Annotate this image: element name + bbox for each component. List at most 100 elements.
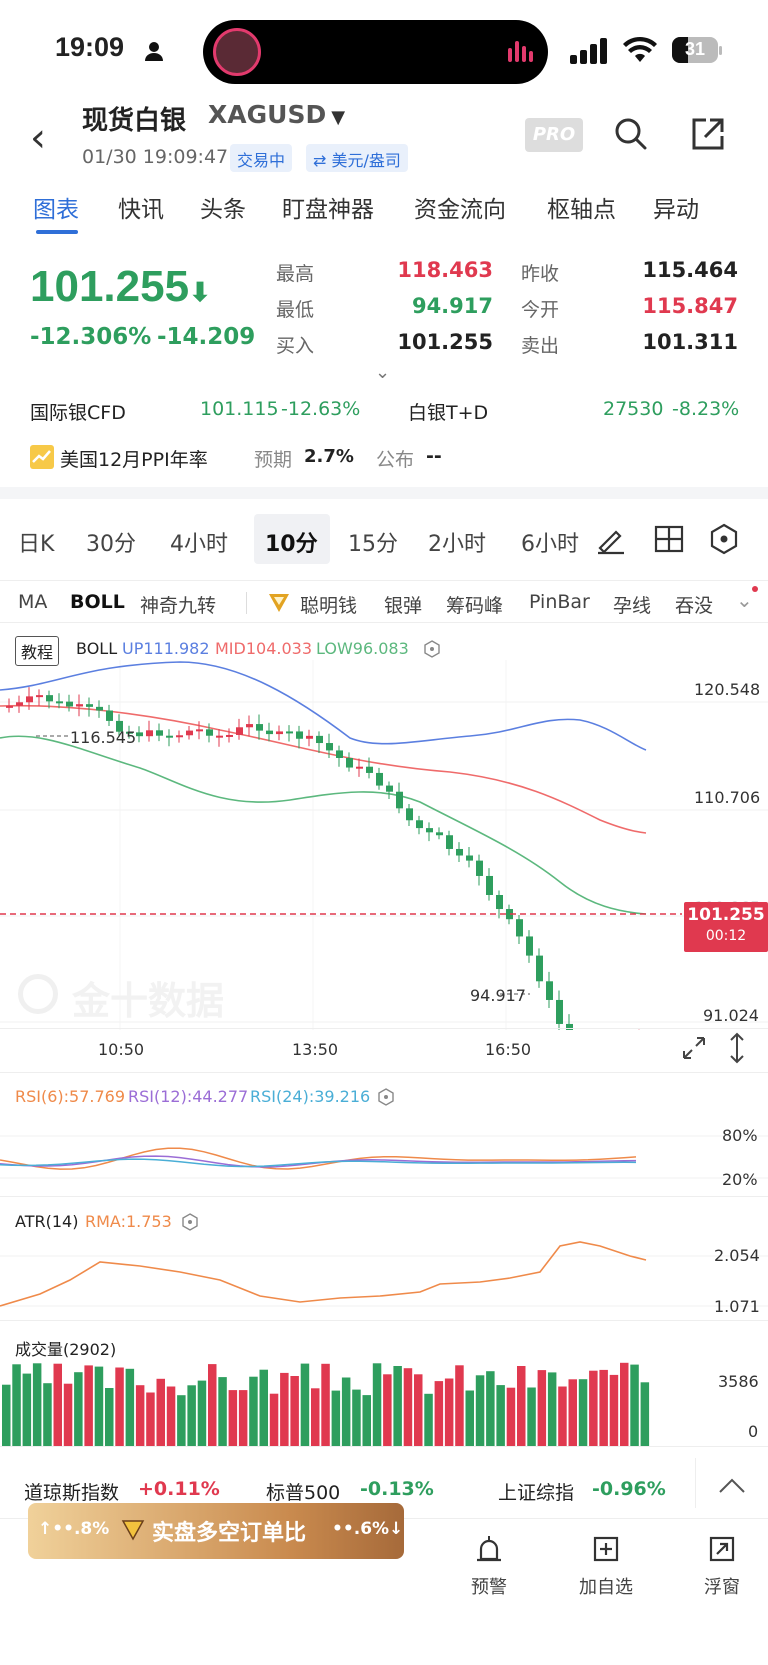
candle-body [236, 727, 243, 735]
period-day[interactable]: 日K [18, 532, 55, 557]
candle-body [176, 735, 183, 738]
td-name[interactable]: 白银T+D [408, 402, 489, 424]
candle-body [46, 695, 53, 702]
rsi-axis-bottom: 20% [722, 1170, 758, 1189]
candle-body [416, 820, 423, 829]
tab-capital-flow[interactable]: 资金流向 [414, 197, 506, 223]
tab-movements[interactable]: 异动 [653, 197, 699, 223]
share-icon[interactable] [690, 116, 726, 156]
indicator-engulfing[interactable]: 吞没 [675, 595, 714, 617]
cfd-name[interactable]: 国际银CFD [30, 402, 126, 424]
indicator-magic-nine[interactable]: 神奇九转 [140, 595, 217, 617]
volume-bar [599, 1369, 608, 1446]
event-name[interactable]: 美国12月PPI年率 [60, 449, 208, 471]
volume-bar [496, 1385, 505, 1446]
currency-switch-tag[interactable]: ⇄ 美元/盎司 [306, 144, 408, 172]
indicator-chip-peak[interactable]: 筹码峰 [446, 595, 504, 617]
period-6h[interactable]: 6小时 [521, 532, 579, 557]
volume-bar [146, 1392, 155, 1446]
candlestick-chart[interactable] [0, 660, 768, 1030]
volume-bar [63, 1383, 73, 1446]
alert-button[interactable]: 预警 [449, 1535, 529, 1599]
candle-body [376, 772, 383, 786]
settings-hex-icon[interactable] [707, 522, 741, 560]
period-30m[interactable]: 30分 [86, 532, 136, 557]
collapse-chevron-icon[interactable] [718, 1476, 746, 1498]
volume-bar [630, 1364, 639, 1446]
draw-tool-icon[interactable] [594, 522, 628, 560]
tab-watch-tool[interactable]: 盯盘神器 [282, 197, 374, 223]
indicator-ma[interactable]: MA [18, 591, 48, 613]
volume-bar [475, 1375, 485, 1446]
ticker-dow-name[interactable]: 道琼斯指数 [24, 1482, 120, 1504]
candle-body [326, 743, 333, 751]
tab-news[interactable]: 快讯 [118, 197, 164, 223]
cfd-percent: -12.63% [281, 398, 361, 420]
period-2h[interactable]: 2小时 [428, 532, 486, 557]
tab-chart[interactable]: 图表 [33, 197, 79, 223]
low-label: 最低 [276, 299, 315, 321]
grid-layout-icon[interactable] [652, 522, 686, 560]
volume-chart [2, 1362, 650, 1446]
search-icon[interactable] [613, 116, 649, 156]
indicator-harami[interactable]: 孕线 [613, 595, 652, 617]
volume-bar [84, 1365, 93, 1446]
fullscreen-icon[interactable] [680, 1034, 708, 1066]
boll-settings-icon[interactable] [423, 640, 441, 662]
back-button[interactable]: ‹ [30, 115, 46, 161]
candle-body [246, 724, 253, 728]
candle-body [306, 735, 313, 739]
current-price-label: 101.255 [687, 905, 765, 925]
float-window-button[interactable]: 浮窗 [682, 1535, 762, 1599]
divider [0, 1196, 768, 1197]
bid-value: 101.255 [397, 330, 493, 354]
expand-indicators-icon[interactable]: ⌄ [736, 586, 758, 612]
ticker-shanghai-name[interactable]: 上证综指 [498, 1482, 575, 1504]
volume-bar [187, 1385, 196, 1446]
rsi-settings-icon[interactable] [377, 1088, 395, 1110]
cfd-price: 101.115 [200, 398, 279, 420]
long-ratio: ↑••.8% [38, 1519, 110, 1539]
indicator-pinbar[interactable]: PinBar [529, 591, 590, 613]
candle-body [476, 860, 483, 876]
quote-datetime: 01/30 19:09:47 [82, 146, 229, 168]
volume-bar [383, 1374, 392, 1446]
section-divider [0, 487, 768, 499]
price-axis-mid: 110.706 [694, 788, 761, 807]
period-10m[interactable]: 10分 [265, 532, 318, 557]
indicator-silver-bullet[interactable]: 银弹 [384, 595, 423, 617]
wifi-icon [622, 36, 658, 68]
vertical-resize-icon[interactable] [726, 1032, 748, 1068]
tutorial-button[interactable]: 教程 [15, 636, 60, 666]
volume-bar [393, 1366, 402, 1446]
atr-rma: RMA:1.753 [85, 1212, 172, 1231]
period-4h[interactable]: 4小时 [170, 532, 228, 557]
volume-bar [32, 1363, 42, 1446]
divider [0, 580, 768, 581]
volume-bar [537, 1370, 547, 1446]
dynamic-island[interactable] [203, 20, 548, 84]
indicator-smart-money[interactable]: 聪明钱 [300, 595, 358, 617]
volume-bar [156, 1378, 165, 1446]
candle-body [226, 734, 233, 737]
tab-pivot[interactable]: 枢轴点 [547, 197, 616, 223]
candle-body [66, 701, 73, 707]
td-price: 27530 [603, 398, 664, 420]
volume-bar [434, 1381, 444, 1446]
ticker-sp500-name[interactable]: 标普500 [266, 1482, 341, 1504]
tab-headlines[interactable]: 头条 [200, 197, 246, 223]
symbol-selector[interactable]: XAGUSD ▼ [208, 100, 345, 129]
pro-button[interactable]: PRO [525, 118, 583, 152]
volume-bar [486, 1371, 495, 1446]
expand-chevron-icon[interactable]: ⌄ [375, 362, 391, 383]
period-15m[interactable]: 15分 [348, 532, 398, 557]
indicator-boll[interactable]: BOLL [70, 591, 125, 613]
volume-bar [208, 1364, 217, 1446]
add-watchlist-button[interactable]: 加自选 [566, 1535, 646, 1599]
volume-bar [527, 1387, 536, 1446]
candle-body [86, 704, 93, 707]
atr-settings-icon[interactable] [181, 1213, 199, 1235]
event-publish-value: -- [426, 445, 442, 467]
long-short-ratio-banner[interactable]: ↑••.8% 实盘多空订单比 ••.6%↓ [28, 1503, 404, 1559]
boll-upper-line [0, 661, 647, 751]
